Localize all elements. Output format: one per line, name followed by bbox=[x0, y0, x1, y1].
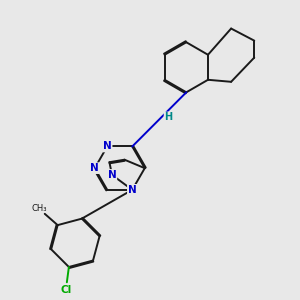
Text: N: N bbox=[128, 185, 136, 195]
Text: CH₃: CH₃ bbox=[32, 204, 47, 213]
Text: Cl: Cl bbox=[60, 285, 72, 295]
Text: H: H bbox=[164, 112, 172, 122]
Text: N: N bbox=[103, 142, 112, 152]
Text: N: N bbox=[108, 170, 116, 180]
Text: N: N bbox=[90, 163, 99, 173]
